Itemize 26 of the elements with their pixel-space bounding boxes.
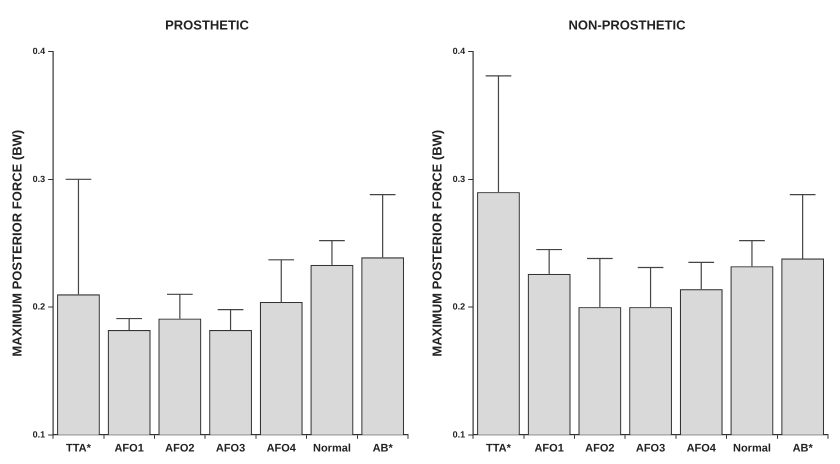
x-tick-label: TTA* <box>66 442 92 454</box>
y-tick-label: 0.2 <box>32 302 46 312</box>
x-tick-label: AFO1 <box>114 442 144 454</box>
y-tick-label: 0.3 <box>32 174 46 184</box>
x-tick-label: AFO2 <box>585 442 615 454</box>
x-tick-label: AFO4 <box>266 442 297 454</box>
y-tick-label: 0.2 <box>452 302 466 312</box>
chart-title: PROSTHETIC <box>165 17 250 32</box>
y-tick-label: 0.4 <box>32 46 46 56</box>
y-tick-label: 0.3 <box>452 174 466 184</box>
y-tick-label: 0.4 <box>452 46 466 56</box>
x-tick-label: AFO3 <box>636 442 666 454</box>
y-axis-title: MAXIMUM POSTERIOR FORCE (BW) <box>429 130 444 357</box>
x-tick-label: Normal <box>733 442 771 454</box>
x-tick-label: AFO1 <box>534 442 564 454</box>
x-tick-label: AFO4 <box>686 442 717 454</box>
x-tick-label: AFO3 <box>216 442 246 454</box>
x-tick-label: TTA* <box>486 442 512 454</box>
y-axis-title: MAXIMUM POSTERIOR FORCE (BW) <box>9 130 24 357</box>
x-tick-label: AFO2 <box>165 442 195 454</box>
x-tick-label: AB* <box>792 442 814 454</box>
y-tick-label: 0.1 <box>32 429 46 440</box>
x-tick-label: Normal <box>313 442 351 454</box>
chart-title: NON-PROSTHETIC <box>568 17 686 32</box>
y-tick-label: 0.1 <box>452 429 466 440</box>
x-tick-label: AB* <box>372 442 394 454</box>
